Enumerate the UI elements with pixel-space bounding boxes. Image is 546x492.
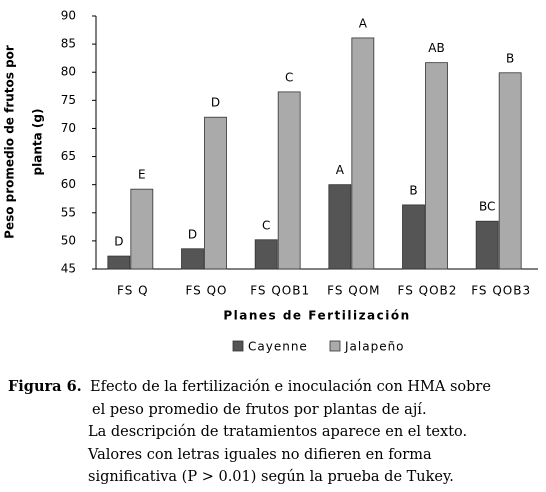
y-tick-label: 45	[61, 262, 76, 276]
significance-letter: C	[285, 70, 293, 84]
legend-swatch	[329, 340, 341, 352]
x-tick-label: FS QOM	[327, 284, 380, 298]
significance-letter: E	[138, 168, 146, 182]
caption-line: Efecto de la fertilización e inoculación…	[90, 379, 491, 395]
significance-letter: D	[114, 235, 123, 249]
y-tick-label: 65	[61, 149, 76, 163]
significance-letter: B	[409, 183, 417, 197]
y-tick-label: 70	[61, 121, 76, 135]
y-tick-label: 85	[61, 37, 76, 51]
x-tick-label: FS QOB3	[471, 284, 531, 298]
significance-letter: A	[359, 16, 368, 30]
significance-letter: D	[188, 227, 197, 241]
bar	[475, 220, 499, 270]
x-tick-label: FS Q	[117, 284, 149, 298]
legend-label: Jalapeño	[344, 340, 405, 354]
x-axis-label: Planes de Fertilización	[223, 309, 410, 323]
caption-line: La descripción de tratamientos aparece e…	[88, 424, 467, 440]
x-tick-label: FS QO	[185, 284, 227, 298]
x-tick-label: FS QOB2	[398, 284, 458, 298]
y-tick-label: 60	[61, 177, 76, 191]
y-axis-label: Peso promedio de frutos por	[3, 45, 17, 239]
bar	[351, 37, 375, 270]
bar	[107, 255, 131, 270]
legend-swatch	[232, 340, 244, 352]
significance-letter: BC	[479, 200, 495, 214]
bar	[204, 116, 227, 270]
y-tick-label: 50	[61, 233, 76, 247]
caption-line: Valores con letras iguales no difieren e…	[87, 447, 432, 463]
x-tick-label: FS QOB1	[250, 284, 310, 298]
bar	[277, 91, 301, 270]
caption-line: significativa (P > 0.01) según la prueba…	[88, 469, 454, 485]
y-tick-label: 75	[61, 93, 76, 107]
significance-letter: D	[211, 96, 220, 110]
y-tick-label: 90	[61, 9, 76, 23]
caption-label: Figura 6.	[8, 378, 82, 395]
significance-letter: A	[336, 163, 345, 177]
y-axis-label: planta (g)	[31, 109, 45, 176]
bar	[181, 248, 204, 270]
caption-line: el peso promedio de frutos por plantas d…	[92, 402, 427, 418]
bar	[498, 72, 522, 270]
bar	[328, 184, 352, 270]
significance-letter: AB	[428, 41, 444, 55]
bar	[254, 239, 278, 270]
bar	[402, 204, 425, 270]
y-tick-label: 55	[61, 205, 76, 219]
legend-label: Cayenne	[248, 340, 308, 354]
bar	[425, 62, 448, 270]
bar	[130, 188, 154, 270]
y-tick-label: 80	[61, 65, 76, 79]
significance-letter: C	[262, 218, 270, 232]
significance-letter: B	[506, 51, 514, 65]
